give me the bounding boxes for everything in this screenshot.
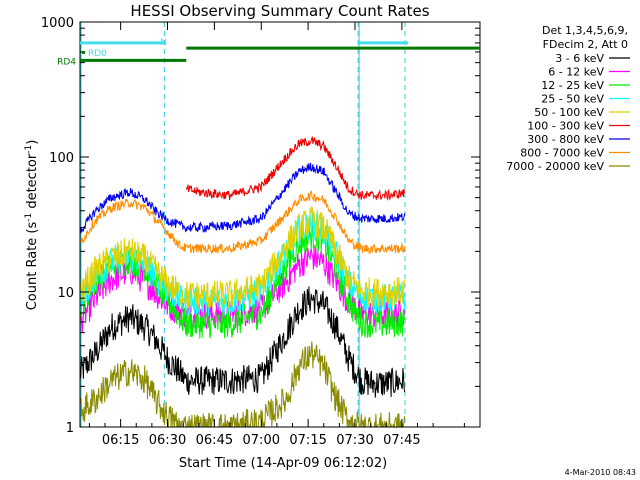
legend-item-label: 300 - 800 keV <box>527 133 604 146</box>
y-tick-label: 1000 <box>41 16 74 31</box>
y-axis-label-part2: detector <box>25 153 40 213</box>
legend: Det 1,3,4,5,6,9, FDecim 2, Att 0 3 - 6 k… <box>506 24 630 173</box>
y-tick-label: 1 <box>66 421 74 436</box>
chart-title: HESSI Observing Summary Count Rates <box>130 2 429 20</box>
flag-marker-rd0 <box>82 50 85 54</box>
y-axis-label: Count Rate (s-1 detector-1) <box>24 140 40 311</box>
y-tick-label: 10 <box>57 286 74 301</box>
series-line-8 <box>79 341 406 429</box>
date-stamp: 4-Mar-2010 08:43 <box>565 468 636 477</box>
flag-label-n: N <box>160 38 167 48</box>
flag-label-rd0: RD0 <box>88 49 107 59</box>
flag-label-rd4: RD4 <box>57 57 76 67</box>
legend-item-label: 50 - 100 keV <box>534 106 604 119</box>
y-axis-label-part3: ) <box>25 140 40 145</box>
y-axis-label-sup2: -1 <box>24 145 34 154</box>
legend-item-label: 7000 - 20000 keV <box>506 160 604 173</box>
y-tick-label: 100 <box>49 151 74 166</box>
legend-item-label: 6 - 12 keV <box>548 66 604 79</box>
legend-item-label: 12 - 25 keV <box>541 79 604 92</box>
x-axis-label: Start Time (14-Apr-09 06:12:02) <box>179 456 387 471</box>
legend-item-label: 3 - 6 keV <box>555 52 604 65</box>
x-tick-label: 07:00 <box>243 433 280 448</box>
plot-border <box>79 21 481 428</box>
x-tick-label: 07:30 <box>336 433 373 448</box>
series-line-7 <box>79 190 406 255</box>
series-line-6 <box>79 162 406 234</box>
series-line-2 <box>79 222 406 339</box>
legend-header-line1: Det 1,3,4,5,6,9, <box>542 24 628 37</box>
x-tick-label: 07:45 <box>383 433 420 448</box>
x-tick-label: 07:15 <box>289 433 326 448</box>
plot-frame <box>79 21 481 428</box>
state-flags: RD0 RD4 N <box>57 38 480 67</box>
y-axis-ticks: 1 10 100 1000 <box>41 16 480 436</box>
series-line-4 <box>79 205 406 309</box>
x-tick-label: 06:15 <box>102 433 139 448</box>
legend-item-label: 25 - 50 keV <box>541 93 604 106</box>
x-tick-label: 06:45 <box>196 433 233 448</box>
legend-item-label: 800 - 7000 keV <box>520 147 604 160</box>
series-line-5 <box>185 135 406 202</box>
series-layer <box>79 135 406 429</box>
series-line-0 <box>79 286 406 398</box>
legend-header-line2: FDecim 2, Att 0 <box>543 38 628 51</box>
plot-area <box>80 22 406 427</box>
legend-item-label: 100 - 300 keV <box>527 120 604 133</box>
x-axis-ticks: 06:15 06:30 06:45 07:00 07:15 07:30 07:45 <box>88 22 465 448</box>
y-axis-label-sup1: -1 <box>24 213 34 222</box>
x-tick-label: 06:30 <box>149 433 186 448</box>
y-axis-label-part1: Count Rate (s <box>25 222 40 311</box>
